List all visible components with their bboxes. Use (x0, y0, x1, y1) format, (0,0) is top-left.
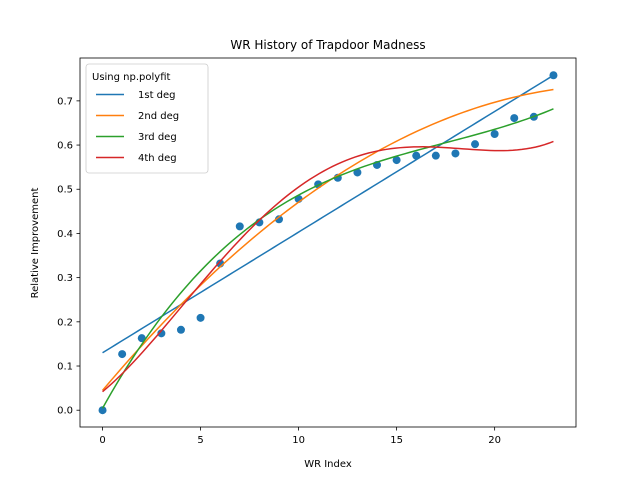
data-point (98, 406, 107, 415)
y-tick-label: 0.1 (57, 362, 73, 373)
x-tick-label: 0 (99, 435, 105, 446)
x-tick-label: 10 (292, 435, 305, 446)
x-tick-label: 15 (390, 435, 403, 446)
data-point (235, 222, 244, 231)
y-tick-label: 0.6 (57, 141, 73, 152)
legend-title: Using np.polyfit (92, 72, 170, 83)
legend-entry: 3rd deg (138, 132, 177, 143)
data-point (471, 140, 480, 149)
fit-line-4th-deg (102, 140, 554, 393)
data-point (431, 151, 440, 160)
data-point (549, 71, 558, 80)
legend-box (85, 63, 209, 174)
x-tick-label: 5 (197, 435, 203, 446)
data-point (196, 313, 205, 322)
legend-entry: 1st deg (138, 90, 176, 101)
axes-frame (79, 57, 577, 428)
x-axis-ticks: 0 5 10 15 20 (99, 427, 501, 446)
chart-title: WR History of Trapdoor Madness (230, 38, 425, 52)
y-tick-label: 0.7 (57, 96, 73, 107)
data-point (490, 130, 499, 139)
plot-area (79, 57, 577, 428)
data-point (451, 149, 460, 158)
fit-line-2nd-deg (101, 88, 554, 391)
y-tick-label: 0.0 (57, 406, 73, 417)
x-axis-label: WR Index (304, 459, 352, 470)
data-point (353, 168, 362, 177)
y-axis-label: Relative Improvement (30, 188, 41, 299)
legend-entry: 2nd deg (138, 111, 179, 122)
y-tick-label: 0.5 (57, 185, 73, 196)
y-tick-label: 0.3 (57, 273, 73, 284)
data-point (118, 350, 127, 359)
legend: Using np.polyfit 1st deg 2nd deg 3rd deg 4th… (85, 63, 209, 174)
data-point (157, 329, 166, 338)
fit-line-3rd-deg (101, 108, 554, 409)
fit-line-1st-deg (102, 74, 554, 354)
y-axis-ticks: 0.0 0.1 0.2 0.3 0.4 0.5 0.6 0.7 (57, 96, 80, 417)
data-point (274, 215, 283, 224)
data-point (510, 114, 519, 123)
x-tick-label: 20 (488, 435, 501, 446)
y-tick-label: 0.4 (57, 229, 73, 240)
y-tick-label: 0.2 (57, 317, 73, 328)
legend-entry: 4th deg (138, 153, 177, 164)
data-point (392, 156, 401, 165)
data-point (176, 325, 185, 334)
